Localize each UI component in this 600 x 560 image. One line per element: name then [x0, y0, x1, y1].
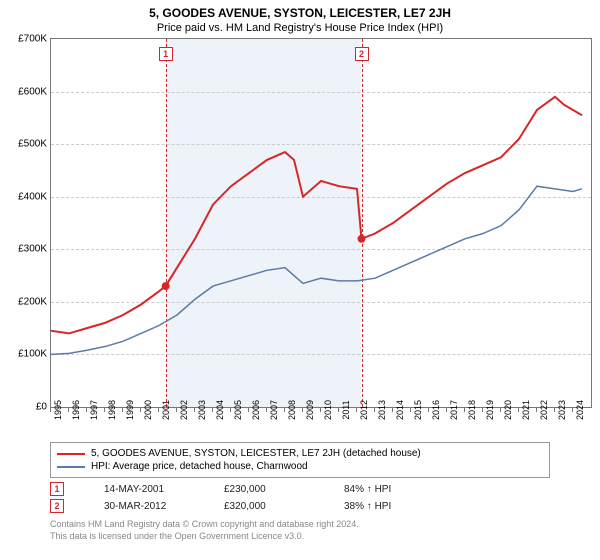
- x-tick: [194, 408, 195, 412]
- x-tick: [230, 408, 231, 412]
- y-tick-label: £100K: [18, 349, 47, 360]
- x-tick: [518, 408, 519, 412]
- x-tick: [410, 408, 411, 412]
- chart-title: 5, GOODES AVENUE, SYSTON, LEICESTER, LE7…: [0, 0, 600, 20]
- x-tick-label: 2006: [251, 400, 261, 420]
- x-tick-label: 2022: [539, 400, 549, 420]
- series-hpi: [51, 186, 582, 354]
- x-tick-label: 2016: [431, 400, 441, 420]
- x-tick: [536, 408, 537, 412]
- x-tick-label: 1995: [53, 400, 63, 420]
- x-tick: [464, 408, 465, 412]
- y-tick-label: £500K: [18, 139, 47, 150]
- x-tick-label: 2018: [467, 400, 477, 420]
- x-tick-label: 2017: [449, 400, 459, 420]
- x-tick: [338, 408, 339, 412]
- sale-marker-box: 1: [50, 482, 64, 496]
- sale-price: £320,000: [224, 501, 304, 512]
- x-tick: [428, 408, 429, 412]
- x-tick: [572, 408, 573, 412]
- sale-marker-box: 2: [50, 499, 64, 513]
- x-tick-label: 2015: [413, 400, 423, 420]
- x-tick-label: 2004: [215, 400, 225, 420]
- y-tick-label: £600K: [18, 86, 47, 97]
- x-tick-label: 2007: [269, 400, 279, 420]
- y-tick-label: £700K: [18, 34, 47, 45]
- x-tick-label: 2014: [395, 400, 405, 420]
- y-tick-label: £0: [36, 402, 47, 413]
- x-tick: [284, 408, 285, 412]
- chart-subtitle: Price paid vs. HM Land Registry's House …: [0, 20, 600, 38]
- footnote: Contains HM Land Registry data © Crown c…: [50, 519, 550, 542]
- x-tick: [392, 408, 393, 412]
- x-tick: [320, 408, 321, 412]
- x-tick-label: 1997: [89, 400, 99, 420]
- x-tick-label: 2012: [359, 400, 369, 420]
- x-tick-label: 1996: [71, 400, 81, 420]
- x-tick: [482, 408, 483, 412]
- x-axis-labels: 1995199619971998199920002001200220032004…: [50, 408, 592, 438]
- x-tick-label: 2009: [305, 400, 315, 420]
- y-tick-label: £200K: [18, 296, 47, 307]
- x-tick-label: 2002: [179, 400, 189, 420]
- x-tick: [212, 408, 213, 412]
- legend-swatch: [57, 453, 85, 455]
- x-tick-label: 2024: [575, 400, 585, 420]
- x-tick-label: 2011: [341, 400, 351, 419]
- x-tick-label: 1998: [107, 400, 117, 420]
- x-tick: [86, 408, 87, 412]
- chart-container: 5, GOODES AVENUE, SYSTON, LEICESTER, LE7…: [0, 0, 600, 560]
- x-tick: [554, 408, 555, 412]
- x-tick: [50, 408, 51, 412]
- y-tick-label: £300K: [18, 244, 47, 255]
- sale-pct: 84% ↑ HPI: [344, 484, 424, 495]
- sale-date: 30-MAR-2012: [104, 501, 184, 512]
- x-tick-label: 2003: [197, 400, 207, 420]
- x-tick: [266, 408, 267, 412]
- x-tick-label: 2019: [485, 400, 495, 420]
- x-tick: [176, 408, 177, 412]
- legend-row: HPI: Average price, detached house, Char…: [57, 460, 543, 473]
- legend-label: 5, GOODES AVENUE, SYSTON, LEICESTER, LE7…: [91, 448, 421, 459]
- legend-box: 5, GOODES AVENUE, SYSTON, LEICESTER, LE7…: [50, 442, 550, 478]
- x-tick-label: 1999: [125, 400, 135, 420]
- sale-dot: [162, 282, 170, 290]
- x-tick: [500, 408, 501, 412]
- sale-price: £230,000: [224, 484, 304, 495]
- x-tick-label: 2005: [233, 400, 243, 420]
- x-tick: [140, 408, 141, 412]
- x-tick: [302, 408, 303, 412]
- sales-list: 1 14-MAY-2001 £230,000 84% ↑ HPI 2 30-MAR-201…: [0, 482, 600, 513]
- x-tick: [374, 408, 375, 412]
- sale-date: 14-MAY-2001: [104, 484, 184, 495]
- x-tick: [122, 408, 123, 412]
- footnote-line1: Contains HM Land Registry data © Crown c…: [50, 519, 550, 531]
- sale-dot: [358, 235, 366, 243]
- chart-svg: [51, 39, 591, 407]
- x-tick-label: 2021: [521, 400, 531, 420]
- x-tick: [68, 408, 69, 412]
- x-tick: [446, 408, 447, 412]
- x-tick-label: 2001: [161, 400, 171, 420]
- chart-plot-area: 12£0£100K£200K£300K£400K£500K£600K£700K: [50, 38, 592, 408]
- legend-row: 5, GOODES AVENUE, SYSTON, LEICESTER, LE7…: [57, 447, 543, 460]
- x-tick: [158, 408, 159, 412]
- sale-row: 1 14-MAY-2001 £230,000 84% ↑ HPI: [50, 482, 550, 496]
- y-tick-label: £400K: [18, 191, 47, 202]
- x-tick-label: 2008: [287, 400, 297, 420]
- x-tick: [248, 408, 249, 412]
- x-tick-label: 2000: [143, 400, 153, 420]
- legend-swatch: [57, 466, 85, 468]
- x-tick-label: 2010: [323, 400, 333, 420]
- x-tick: [356, 408, 357, 412]
- footnote-line2: This data is licensed under the Open Gov…: [50, 531, 550, 543]
- x-tick-label: 2023: [557, 400, 567, 420]
- x-tick-label: 2013: [377, 400, 387, 420]
- sale-row: 2 30-MAR-2012 £320,000 38% ↑ HPI: [50, 499, 550, 513]
- x-tick: [104, 408, 105, 412]
- sale-pct: 38% ↑ HPI: [344, 501, 424, 512]
- x-tick-label: 2020: [503, 400, 513, 420]
- series-property: [51, 97, 582, 334]
- legend-label: HPI: Average price, detached house, Char…: [91, 461, 308, 472]
